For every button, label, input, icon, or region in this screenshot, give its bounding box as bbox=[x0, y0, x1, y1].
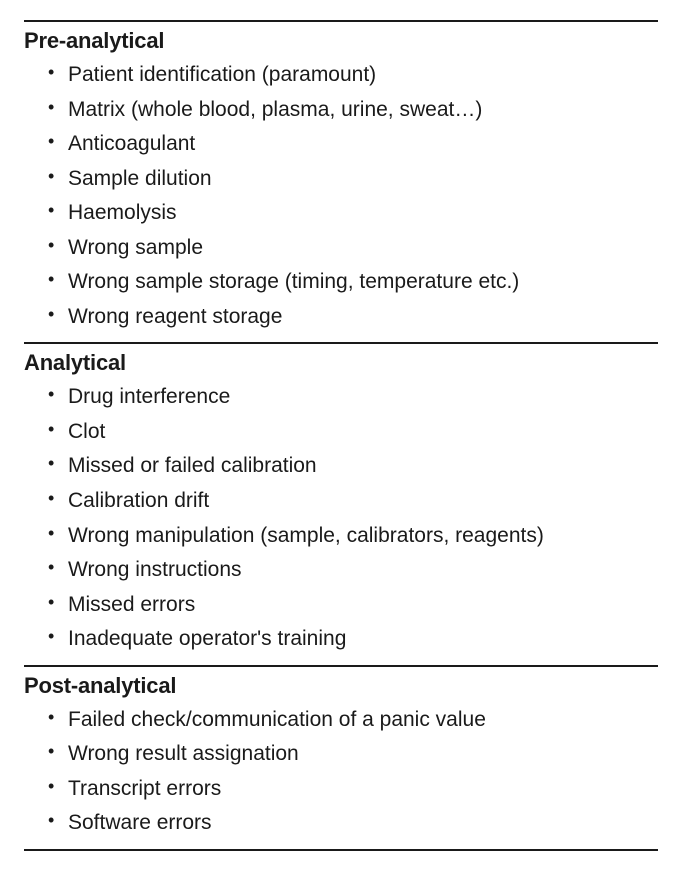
item-list: Drug interferenceClotMissed or failed ca… bbox=[24, 380, 658, 664]
list-item: Wrong sample storage (timing, temperatur… bbox=[48, 265, 658, 300]
list-item: Missed or failed calibration bbox=[48, 449, 658, 484]
list-item: Failed check/communication of a panic va… bbox=[48, 703, 658, 738]
list-item: Matrix (whole blood, plasma, urine, swea… bbox=[48, 93, 658, 128]
list-item: Wrong reagent storage bbox=[48, 300, 658, 335]
list-item: Wrong result assignation bbox=[48, 737, 658, 772]
list-item: Transcript errors bbox=[48, 772, 658, 807]
item-list: Patient identification (paramount)Matrix… bbox=[24, 58, 658, 342]
list-item: Drug interference bbox=[48, 380, 658, 415]
list-item: Sample dilution bbox=[48, 162, 658, 197]
list-item: Wrong manipulation (sample, calibrators,… bbox=[48, 519, 658, 554]
section-heading: Pre-analytical bbox=[24, 22, 658, 58]
item-list: Failed check/communication of a panic va… bbox=[24, 703, 658, 849]
list-item: Anticoagulant bbox=[48, 127, 658, 162]
list-item: Software errors bbox=[48, 806, 658, 841]
list-item: Clot bbox=[48, 415, 658, 450]
section-heading: Post-analytical bbox=[24, 667, 658, 703]
section: AnalyticalDrug interferenceClotMissed or… bbox=[24, 342, 658, 664]
section: Post-analyticalFailed check/communicatio… bbox=[24, 665, 658, 851]
list-item: Patient identification (paramount) bbox=[48, 58, 658, 93]
section: Pre-analyticalPatient identification (pa… bbox=[24, 20, 658, 342]
list-item: Calibration drift bbox=[48, 484, 658, 519]
list-item: Missed errors bbox=[48, 588, 658, 623]
list-item: Wrong instructions bbox=[48, 553, 658, 588]
list-item: Inadequate operator's training bbox=[48, 622, 658, 657]
error-categories-table: Pre-analyticalPatient identification (pa… bbox=[24, 20, 658, 851]
list-item: Wrong sample bbox=[48, 231, 658, 266]
section-heading: Analytical bbox=[24, 344, 658, 380]
list-item: Haemolysis bbox=[48, 196, 658, 231]
